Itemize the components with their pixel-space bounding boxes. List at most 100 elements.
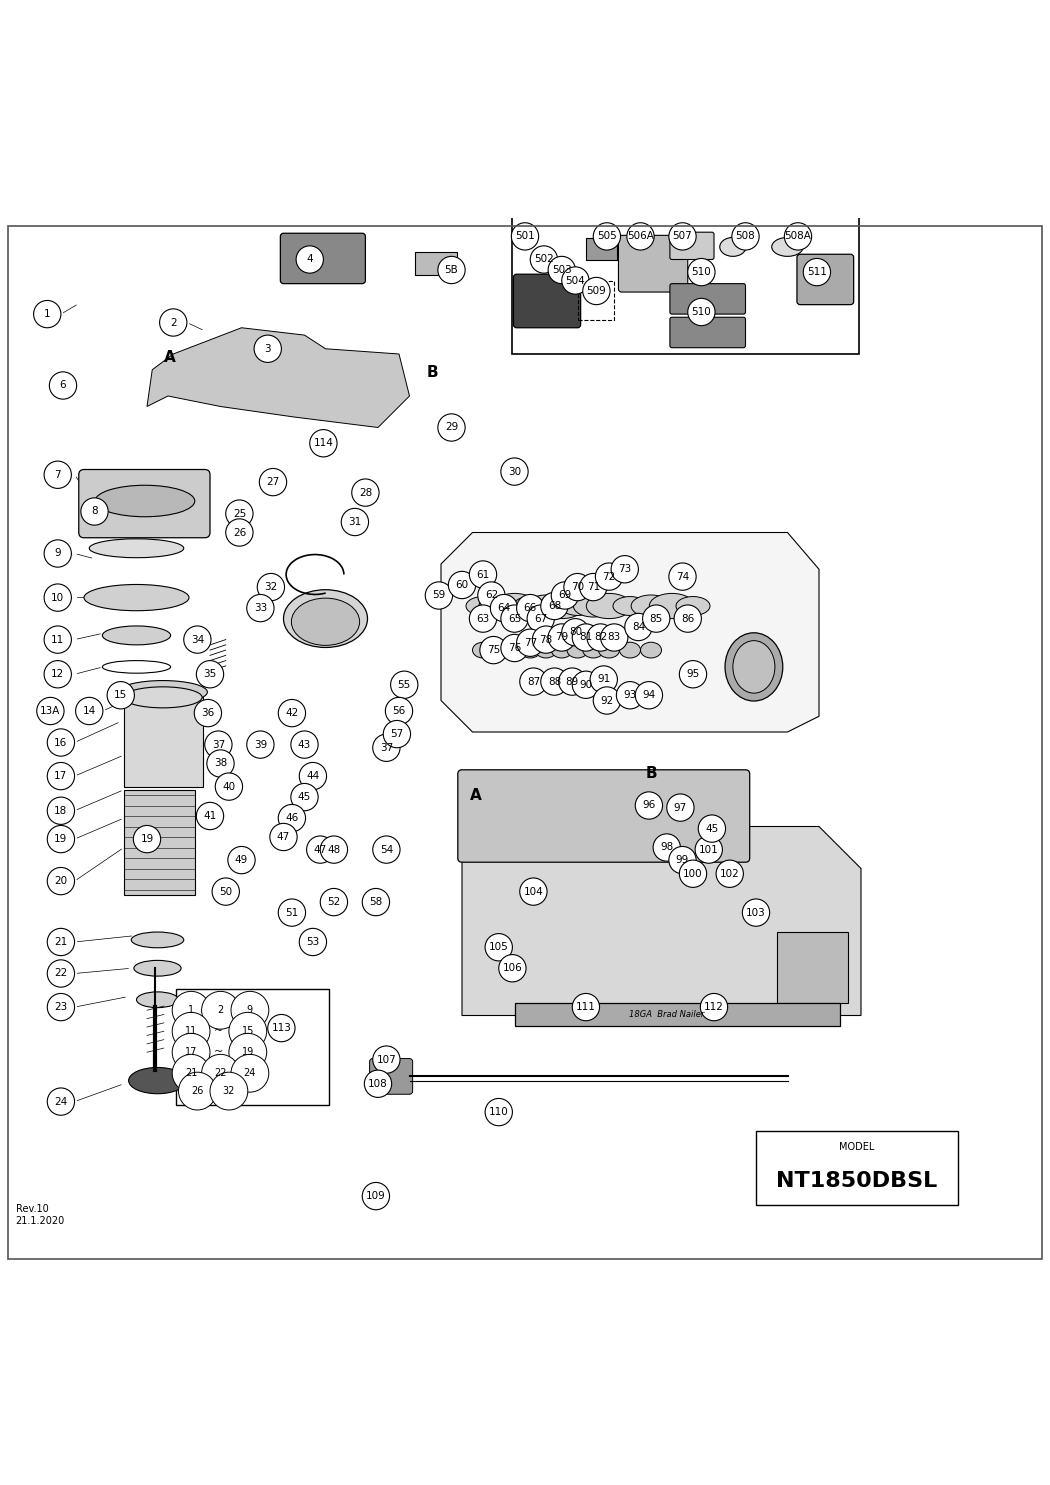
Text: 48: 48 [328, 845, 340, 854]
Polygon shape [441, 533, 819, 732]
Circle shape [296, 247, 323, 273]
Text: 99: 99 [676, 855, 689, 866]
FancyBboxPatch shape [797, 254, 854, 304]
Circle shape [511, 223, 539, 249]
Circle shape [643, 604, 670, 633]
Circle shape [291, 784, 318, 811]
Text: 510: 510 [692, 267, 711, 278]
Circle shape [541, 593, 568, 619]
Text: 71: 71 [587, 582, 600, 593]
Ellipse shape [84, 585, 189, 610]
Text: 2: 2 [217, 1005, 224, 1016]
Text: 36: 36 [202, 708, 214, 719]
Circle shape [364, 1071, 392, 1097]
Circle shape [341, 508, 369, 536]
Ellipse shape [96, 486, 195, 517]
Text: 15: 15 [114, 691, 127, 701]
Text: 93: 93 [624, 691, 636, 701]
Text: 72: 72 [603, 572, 615, 582]
Circle shape [299, 762, 327, 790]
Circle shape [34, 300, 61, 328]
FancyBboxPatch shape [618, 235, 688, 293]
Text: 56: 56 [393, 705, 405, 716]
Text: B: B [645, 766, 657, 781]
Text: 86: 86 [681, 613, 694, 624]
Circle shape [784, 223, 812, 249]
Text: 105: 105 [489, 943, 508, 952]
Circle shape [320, 836, 348, 863]
Circle shape [47, 729, 75, 756]
Ellipse shape [128, 1068, 187, 1094]
Text: 113: 113 [272, 1023, 291, 1034]
Circle shape [635, 682, 663, 708]
Circle shape [229, 1034, 267, 1071]
Ellipse shape [520, 642, 541, 658]
Text: 104: 104 [524, 887, 543, 897]
Text: 62: 62 [485, 591, 498, 600]
FancyBboxPatch shape [79, 469, 210, 538]
Circle shape [716, 860, 743, 888]
Text: 78: 78 [540, 634, 552, 644]
Circle shape [44, 541, 71, 567]
Circle shape [194, 699, 222, 726]
Circle shape [564, 573, 591, 601]
Text: 3: 3 [265, 343, 271, 353]
Circle shape [172, 1054, 210, 1091]
Text: 26: 26 [233, 527, 246, 538]
Text: NT1850DBSL: NT1850DBSL [776, 1172, 938, 1191]
Bar [124, 790, 195, 895]
Circle shape [669, 563, 696, 590]
Text: 22: 22 [55, 968, 67, 979]
Text: 82: 82 [594, 633, 607, 643]
Circle shape [469, 561, 497, 588]
Circle shape [373, 734, 400, 762]
Circle shape [583, 278, 610, 304]
Text: 59: 59 [433, 591, 445, 600]
Text: 19: 19 [55, 835, 67, 843]
Text: 66: 66 [524, 603, 537, 613]
Circle shape [226, 518, 253, 546]
Text: 6: 6 [60, 380, 66, 391]
Text: 1: 1 [188, 1005, 194, 1016]
Text: 68: 68 [548, 601, 561, 610]
Circle shape [530, 247, 558, 273]
Circle shape [438, 414, 465, 441]
Circle shape [551, 582, 579, 609]
Text: 24: 24 [244, 1068, 256, 1078]
Circle shape [572, 993, 600, 1020]
Text: 39: 39 [254, 740, 267, 750]
Text: A: A [164, 349, 176, 365]
Circle shape [667, 794, 694, 821]
Circle shape [44, 584, 71, 612]
Circle shape [562, 619, 589, 646]
Text: 90: 90 [580, 680, 592, 689]
Ellipse shape [472, 642, 493, 658]
Circle shape [44, 462, 71, 489]
Text: 511: 511 [807, 267, 826, 278]
Text: 83: 83 [608, 633, 621, 643]
Circle shape [202, 992, 239, 1029]
Circle shape [270, 823, 297, 851]
FancyBboxPatch shape [280, 233, 365, 284]
Text: 65: 65 [508, 613, 521, 624]
Circle shape [202, 1054, 239, 1091]
Text: 32: 32 [223, 1086, 235, 1096]
Text: 45: 45 [706, 824, 718, 833]
Bar [578, 281, 614, 321]
Circle shape [385, 698, 413, 725]
Ellipse shape [136, 992, 178, 1008]
Circle shape [635, 792, 663, 820]
Bar [756, 1132, 958, 1204]
Circle shape [695, 836, 722, 863]
Ellipse shape [772, 238, 803, 257]
Circle shape [210, 1072, 248, 1109]
Circle shape [278, 898, 306, 927]
Text: 106: 106 [503, 964, 522, 973]
Circle shape [520, 668, 547, 695]
Circle shape [611, 555, 638, 584]
Text: 506A: 506A [627, 232, 654, 242]
Circle shape [593, 223, 621, 249]
Circle shape [47, 1089, 75, 1115]
FancyBboxPatch shape [513, 275, 581, 328]
Text: 58: 58 [370, 897, 382, 907]
